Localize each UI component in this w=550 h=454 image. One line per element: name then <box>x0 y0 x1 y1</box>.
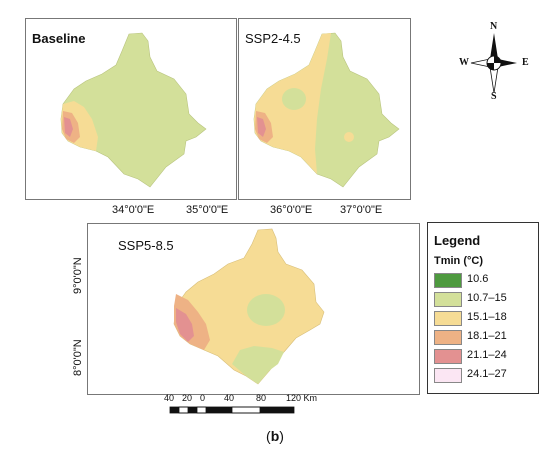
legend-subtitle: Tmin (°C) <box>434 255 484 267</box>
panel-title-ssp585: SSP5-8.5 <box>118 238 174 253</box>
scale-label: 120 Km <box>286 393 318 403</box>
legend-title: Legend <box>434 233 481 248</box>
zone-21-24 <box>64 117 73 137</box>
legend-swatch <box>434 368 462 383</box>
legend-label: 24.1–27 <box>467 368 507 380</box>
tick-35e: 35°0'0"E <box>186 204 229 216</box>
zone-21-24 <box>176 308 194 342</box>
compass-s: S <box>491 91 497 102</box>
scale-label: 40 <box>224 393 235 403</box>
zone-10-15-patch <box>247 294 285 326</box>
north-arrow: N S W E <box>459 21 529 102</box>
map-legend: Legend Tmin (°C) 10.6 10.7–15 15.1–18 18… <box>427 222 539 394</box>
zone-15-18-patch <box>344 132 354 142</box>
tick-36e: 36°0'0"E <box>270 204 313 216</box>
zone-10-15-patch <box>282 88 306 110</box>
map-baseline <box>60 32 207 188</box>
map-ssp245 <box>253 32 400 188</box>
panel-title-ssp245: SSP2-4.5 <box>245 31 301 46</box>
legend-swatch <box>434 311 462 326</box>
tick-37e: 37°0'0"E <box>340 204 383 216</box>
compass-icon <box>470 33 517 94</box>
scale-label: 20 <box>182 393 193 403</box>
compass-w: W <box>459 57 469 68</box>
map-panel-ssp585: SSP5-8.5 <box>87 223 420 395</box>
caption-open: ( <box>266 428 271 444</box>
map-panel-ssp245: SSP2-4.5 <box>238 18 411 200</box>
scale-bar: 40 20 0 40 80 120 Km <box>160 393 330 423</box>
legend-label: 18.1–21 <box>467 330 507 342</box>
scale-label: 80 <box>256 393 267 403</box>
scale-bar-graphic <box>169 406 295 414</box>
compass-n: N <box>490 21 498 32</box>
legend-label: 15.1–18 <box>467 311 507 323</box>
panel-title-baseline: Baseline <box>32 31 86 46</box>
tick-8n: 8°0'0"N <box>72 339 84 376</box>
legend-label: 10.7–15 <box>467 292 507 304</box>
zone-21-24 <box>257 117 266 137</box>
legend-swatch <box>434 349 462 364</box>
legend-label: 21.1–24 <box>467 349 507 361</box>
legend-swatch <box>434 273 462 288</box>
map-panel-baseline: Baseline <box>25 18 237 200</box>
zone-10-15-south <box>232 346 284 384</box>
tick-34e: 34°0'0"E <box>112 204 155 216</box>
caption-close: ) <box>279 428 284 444</box>
legend-swatch <box>434 330 462 345</box>
scale-label: 40 <box>164 393 175 403</box>
scale-label: 0 <box>200 393 206 403</box>
region-outline <box>60 32 207 188</box>
caption-letter: b <box>270 428 280 444</box>
figure-caption: (b) <box>0 428 550 444</box>
map-ssp585 <box>173 228 325 385</box>
compass-e: E <box>522 57 529 68</box>
tick-9n: 9°0'0"N <box>72 257 84 294</box>
legend-label: 10.6 <box>467 273 489 285</box>
legend-swatch <box>434 292 462 307</box>
